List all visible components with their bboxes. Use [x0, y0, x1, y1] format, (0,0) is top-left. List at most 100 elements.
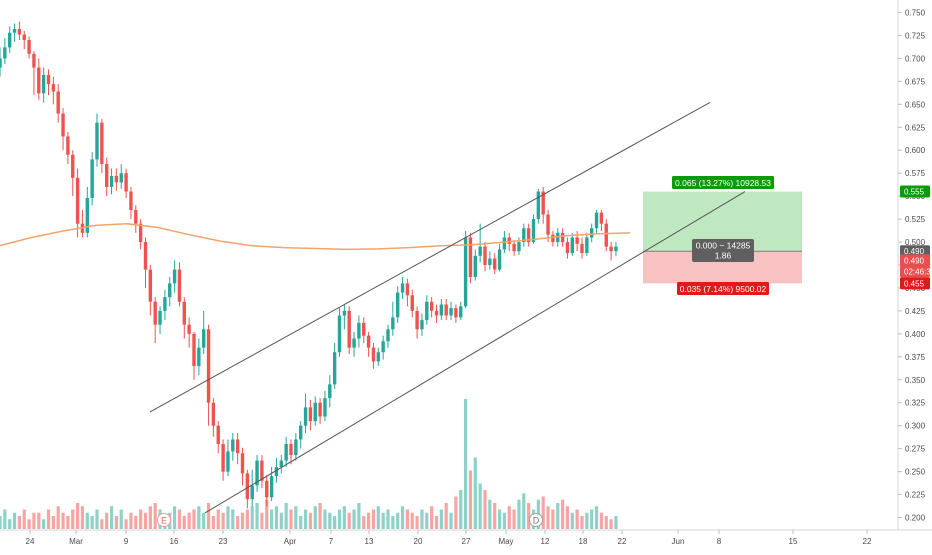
candle-body: [585, 237, 589, 254]
y-tick-label: 0.350: [905, 376, 926, 385]
y-tick-label: 0.400: [905, 330, 926, 339]
volume-bar: [85, 512, 89, 529]
candle-body: [138, 223, 143, 243]
candle-body: [570, 237, 574, 254]
volume-bar: [376, 506, 380, 529]
volume-bar: [105, 512, 109, 529]
volume-bar: [37, 512, 41, 529]
volume-bar: [119, 509, 123, 529]
candles: [0, 21, 618, 509]
volume-bar: [502, 512, 506, 529]
trend-channel[interactable]: [149, 102, 746, 514]
price-axis[interactable]: 0.750 0.725 0.700 0.675 0.650 0.625 0.600 0.575…: [897, 0, 926, 530]
volume-bar: [381, 512, 385, 529]
volume-bar: [570, 512, 574, 529]
volume-bar: [90, 516, 94, 529]
x-tick-label: 22: [618, 537, 627, 546]
candle-body: [182, 301, 186, 325]
x-tick-label: 27: [462, 537, 471, 546]
volume-bar: [3, 509, 7, 529]
volume-bar: [279, 512, 283, 529]
candle-body: [483, 246, 487, 266]
volume-bar: [410, 512, 414, 529]
x-tick-label: 13: [365, 537, 374, 546]
volume-bar: [473, 457, 477, 529]
marker-circle: [157, 513, 171, 527]
candle-body: [51, 84, 56, 92]
candle-body: [187, 324, 191, 334]
y-tick-label: 0.275: [905, 445, 926, 454]
price-tag: 0.490: [900, 245, 930, 258]
candle-body: [575, 237, 579, 244]
y-tick-label: 0.750: [905, 9, 926, 18]
volume-bar: [109, 506, 114, 529]
volume-bar: [430, 506, 434, 529]
candle-body: [37, 67, 41, 94]
candle-body: [284, 444, 288, 461]
volume-bar: [367, 512, 371, 529]
candle-body: [114, 175, 119, 183]
volume-bar: [114, 516, 118, 529]
candle-body: [22, 34, 26, 41]
volume-bar: [347, 512, 351, 529]
volume-bar: [483, 490, 487, 529]
volume-bar: [270, 509, 274, 529]
candle-body: [473, 255, 477, 277]
time-axis[interactable]: 24 Mar 9 16 23 Apr 7 13 20 27 May 12 18 22 Jun 8 15 22: [0, 529, 932, 546]
event-marker-d: D: [529, 513, 543, 527]
volume-bar: [80, 506, 85, 529]
y-tick-label: 0.225: [905, 491, 926, 500]
volume-bar: [425, 512, 429, 529]
candle-body: [434, 310, 439, 316]
x-tick-label: 15: [789, 537, 798, 546]
candle-body: [429, 301, 434, 311]
moving-average: [0, 222, 631, 251]
candle-body: [12, 29, 17, 33]
x-tick-label: 12: [541, 537, 550, 546]
candle-body: [478, 246, 482, 256]
candle-body: [313, 402, 317, 422]
volume-bar: [371, 509, 376, 529]
candle-body: [517, 242, 521, 252]
x-tick-label: 9: [124, 537, 129, 546]
volume-bar: [124, 519, 128, 529]
x-tick-label: Mar: [69, 537, 83, 546]
volume-bar: [449, 512, 453, 529]
volume-bar: [192, 509, 196, 529]
channel-lower-line: [204, 191, 746, 514]
volume-bar: [561, 499, 565, 529]
candle-body: [536, 191, 541, 220]
candle-body: [163, 297, 167, 311]
candle-body: [366, 335, 371, 348]
candle-body: [614, 246, 618, 252]
candle-body: [381, 341, 385, 353]
price-tag-text: 02:46:36: [904, 267, 932, 276]
candle-body: [371, 347, 376, 362]
candle-body: [522, 228, 526, 243]
candle-body: [8, 32, 12, 48]
volume-bar: [231, 509, 235, 529]
volume-bar: [434, 516, 439, 529]
volume-bar: [22, 509, 26, 529]
price-tag-bg: [900, 265, 930, 278]
candle-body: [449, 308, 453, 316]
y-tick-label: 0.300: [905, 422, 926, 431]
candle-body: [594, 212, 599, 229]
volume-bar: [527, 503, 531, 529]
candle-body: [100, 122, 104, 165]
marker-circle: [529, 513, 543, 527]
candle-body: [274, 467, 279, 477]
candle-body: [362, 322, 366, 336]
candle-body: [134, 209, 138, 224]
center-label-line2: 1.86: [715, 251, 732, 261]
volume-bar: [488, 499, 492, 529]
candle-body: [129, 191, 133, 210]
candle-body: [56, 91, 60, 114]
volume-bar: [517, 499, 521, 529]
volume-bar: [129, 512, 133, 529]
candle-body: [153, 301, 157, 325]
x-tick-label: 7: [329, 537, 334, 546]
